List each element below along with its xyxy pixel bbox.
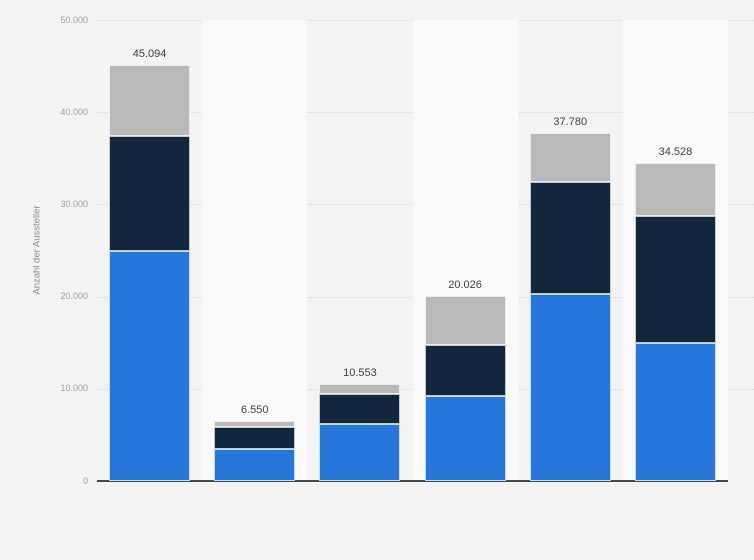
bar-segment-navy-middle-segment[interactable] (634, 215, 716, 343)
bar-value-label: 10.553 (343, 366, 377, 379)
bar-segment-navy-middle-segment[interactable] (424, 345, 506, 397)
bar-segment-blue-bottom-segment[interactable] (634, 342, 716, 481)
bar-segment-navy-middle-segment[interactable] (529, 182, 611, 294)
plot-area: 45.094 6.550 10.553 20.026 37.780 34.528 (97, 20, 728, 482)
bar-segment-gray-top-segment[interactable] (109, 65, 191, 137)
y-tick-label: 10.000 (60, 383, 88, 394)
bar-segment-navy-middle-segment[interactable] (319, 394, 401, 425)
bar-segment-blue-bottom-segment[interactable] (109, 250, 191, 481)
bar-value-label: 20.026 (448, 279, 482, 292)
bar-value-label: 6.550 (240, 403, 269, 416)
bar-segment-gray-top-segment[interactable] (319, 383, 401, 395)
x-axis-line (97, 480, 728, 482)
bar-segment-blue-bottom-segment[interactable] (214, 449, 296, 481)
y-tick-label: 30.000 (60, 198, 88, 209)
bar-segment-gray-top-segment[interactable] (529, 132, 611, 183)
y-tick-label: 20.000 (60, 291, 88, 302)
bar-segment-gray-top-segment[interactable] (634, 162, 716, 216)
bar-segment-gray-top-segment[interactable] (214, 420, 296, 428)
y-tick-label: 0 (82, 475, 88, 486)
bar-segment-navy-middle-segment[interactable] (214, 427, 296, 450)
bar-value-label: 34.528 (658, 145, 693, 158)
bar-segment-navy-middle-segment[interactable] (109, 136, 191, 251)
bar-segment-blue-bottom-segment[interactable] (424, 396, 506, 481)
bar-value-label: 37.780 (553, 115, 588, 128)
y-tick-label: 40.000 (60, 106, 88, 117)
bar-segment-blue-bottom-segment[interactable] (529, 293, 611, 481)
bar-segment-blue-bottom-segment[interactable] (319, 424, 401, 481)
bar-segment-gray-top-segment[interactable] (424, 296, 506, 346)
y-tick-label: 50.000 (60, 14, 88, 25)
plot-band (202, 20, 308, 481)
bar-value-label: 45.094 (132, 48, 167, 61)
y-axis-title: Anzahl der Aussteller (31, 205, 43, 295)
